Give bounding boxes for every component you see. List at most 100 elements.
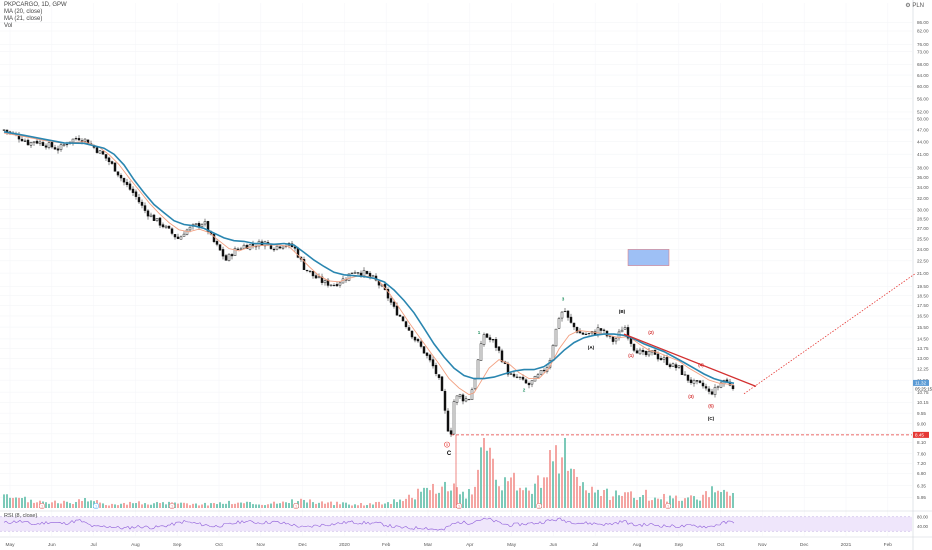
price-tick-label: 82.00 (917, 29, 929, 34)
candle-body (314, 275, 318, 279)
candle-body (449, 430, 453, 435)
candle-body (386, 289, 390, 299)
candles (2, 129, 735, 438)
volume-bar (351, 505, 353, 508)
candle-body (44, 145, 48, 148)
target-box (627, 249, 670, 266)
volume-bar (186, 503, 188, 508)
candle-body (419, 341, 423, 347)
candle-body (221, 249, 225, 257)
rsi-label[interactable]: RSI (8, close) (4, 513, 38, 519)
symbol-label[interactable]: PKPCARGO, 1D, GPW (4, 2, 67, 8)
price-badge-label: 11.32 (915, 381, 927, 386)
volume-bar (675, 495, 677, 508)
volume-bar (483, 438, 485, 508)
price-tick-label: 9.00 (917, 421, 926, 426)
candle-body (665, 357, 669, 365)
price-tick-label: 9.55 (917, 411, 926, 416)
candle-body (641, 350, 645, 353)
candle-body (245, 244, 249, 249)
volume-bar (498, 486, 500, 508)
price-tick-label: 15.50 (917, 325, 929, 330)
volume-bar (252, 504, 254, 508)
candle-body (698, 380, 702, 383)
candle-body (569, 316, 573, 323)
wave-label: (4) (698, 363, 704, 368)
volume-bar (729, 495, 731, 508)
candle-body (710, 391, 714, 395)
candle-body (161, 224, 165, 228)
candle-body (140, 201, 144, 206)
settings-icon[interactable]: ⚙ (905, 3, 911, 9)
time-tick-label: Oct (215, 542, 223, 548)
volume-bar (696, 499, 698, 508)
candle-body (614, 338, 618, 342)
event-marker (38, 502, 45, 509)
volume-bar (315, 503, 317, 508)
currency-settings[interactable]: ⚙ PLN (905, 2, 924, 9)
price-tick-label: 68.00 (917, 62, 929, 67)
candle-body (185, 229, 189, 235)
candle-body (371, 275, 375, 277)
volume-bar (708, 497, 710, 508)
volume-bar (330, 501, 332, 508)
candle-body (155, 218, 159, 221)
candle-body (218, 244, 222, 251)
candle-body (530, 380, 534, 385)
volume-bar (585, 490, 587, 508)
ma20-label[interactable]: MA (20, close) (4, 9, 43, 15)
candle-body (134, 191, 138, 197)
volume-bar (324, 503, 326, 508)
ma21-label[interactable]: MA (21, close) (4, 16, 43, 22)
price-tick-label: 64.00 (917, 73, 929, 78)
candle-body (119, 175, 123, 179)
volume-bar (612, 496, 614, 508)
candle-body (35, 140, 39, 144)
candle-body (152, 214, 156, 221)
time-tick-label: 2021 (841, 542, 852, 548)
volume-bar (279, 503, 281, 508)
volume-bar (555, 445, 557, 508)
candle-body (281, 246, 285, 249)
volume-bar (687, 497, 689, 508)
volume-bar (174, 502, 176, 508)
candle-body (317, 276, 321, 278)
candle-body (692, 380, 696, 384)
volume-bar (432, 483, 434, 508)
candle-body (632, 343, 636, 351)
volume-bar (366, 504, 368, 508)
candle-body (719, 382, 723, 388)
volume-bar (348, 504, 350, 508)
volume-bar (336, 501, 338, 508)
volume-bar (75, 502, 77, 508)
rsi-tick-label: 40.00 (917, 524, 929, 529)
volume-bar (426, 487, 428, 508)
time-axis[interactable]: May Jun Jul Aug Sep Oct Nov Dec 2020 Feb Mar Apr May… (5, 542, 892, 548)
volume-bar (423, 487, 425, 508)
candle-body (113, 162, 117, 172)
volume-bar (600, 496, 602, 508)
candle-body (401, 316, 405, 322)
time-tick-label: Feb (382, 542, 391, 548)
volume-label[interactable]: Vol (4, 23, 13, 29)
volume-bar (177, 503, 179, 508)
ma21-line (3, 131, 735, 384)
volume-bar (672, 498, 674, 508)
candle-body (242, 244, 246, 249)
volume-bar (429, 490, 431, 508)
wave-label: (2) (648, 330, 654, 335)
candle-body (353, 272, 357, 274)
volume-bar (606, 488, 608, 508)
candle-body (215, 241, 219, 245)
volume-bar (420, 491, 422, 508)
volume-bar (375, 502, 377, 508)
candle-body (338, 282, 342, 286)
volume-bar (165, 504, 167, 508)
volume-bar (624, 492, 626, 508)
volume-bar (129, 501, 131, 508)
candle-body (581, 332, 585, 335)
candle-body (302, 259, 306, 270)
volume-bar (300, 498, 302, 508)
